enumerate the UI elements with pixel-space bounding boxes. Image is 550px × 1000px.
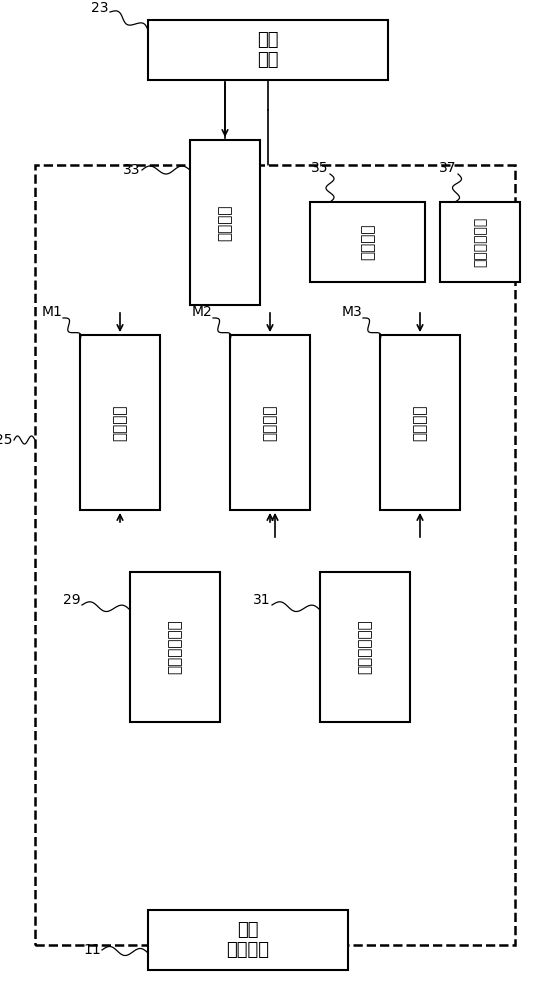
Text: 存储区域: 存储区域: [262, 404, 278, 441]
Text: 第二更新单元: 第二更新单元: [358, 620, 372, 674]
Bar: [35, 165, 515, 945]
Bar: [80, 335, 160, 510]
Text: 图像
获取单元: 图像 获取单元: [227, 921, 270, 959]
Text: 35: 35: [311, 161, 329, 175]
Text: 33: 33: [123, 163, 141, 177]
Text: 存储区域: 存储区域: [412, 404, 427, 441]
Text: 存储区域: 存储区域: [113, 404, 128, 441]
Text: M3: M3: [342, 305, 362, 319]
Text: 读出单元: 读出单元: [217, 204, 233, 241]
Bar: [380, 335, 460, 510]
Text: 第一更新单元: 第一更新单元: [168, 620, 183, 674]
Bar: [130, 572, 220, 722]
Bar: [310, 202, 425, 282]
Text: 信号输出单元: 信号输出单元: [473, 217, 487, 267]
Bar: [190, 140, 260, 305]
Text: M2: M2: [191, 305, 212, 319]
Bar: [148, 20, 388, 80]
Bar: [148, 910, 348, 970]
Text: 运算
单元: 运算 单元: [257, 31, 279, 69]
Text: 37: 37: [439, 161, 456, 175]
Text: 31: 31: [253, 593, 271, 607]
Text: 11: 11: [83, 943, 101, 957]
Text: 25: 25: [0, 433, 13, 447]
Bar: [230, 335, 310, 510]
Text: 29: 29: [63, 593, 81, 607]
Bar: [440, 202, 520, 282]
Bar: [320, 572, 410, 722]
Text: 判断单元: 判断单元: [360, 224, 375, 260]
Text: 23: 23: [91, 1, 109, 15]
Text: M1: M1: [42, 305, 63, 319]
